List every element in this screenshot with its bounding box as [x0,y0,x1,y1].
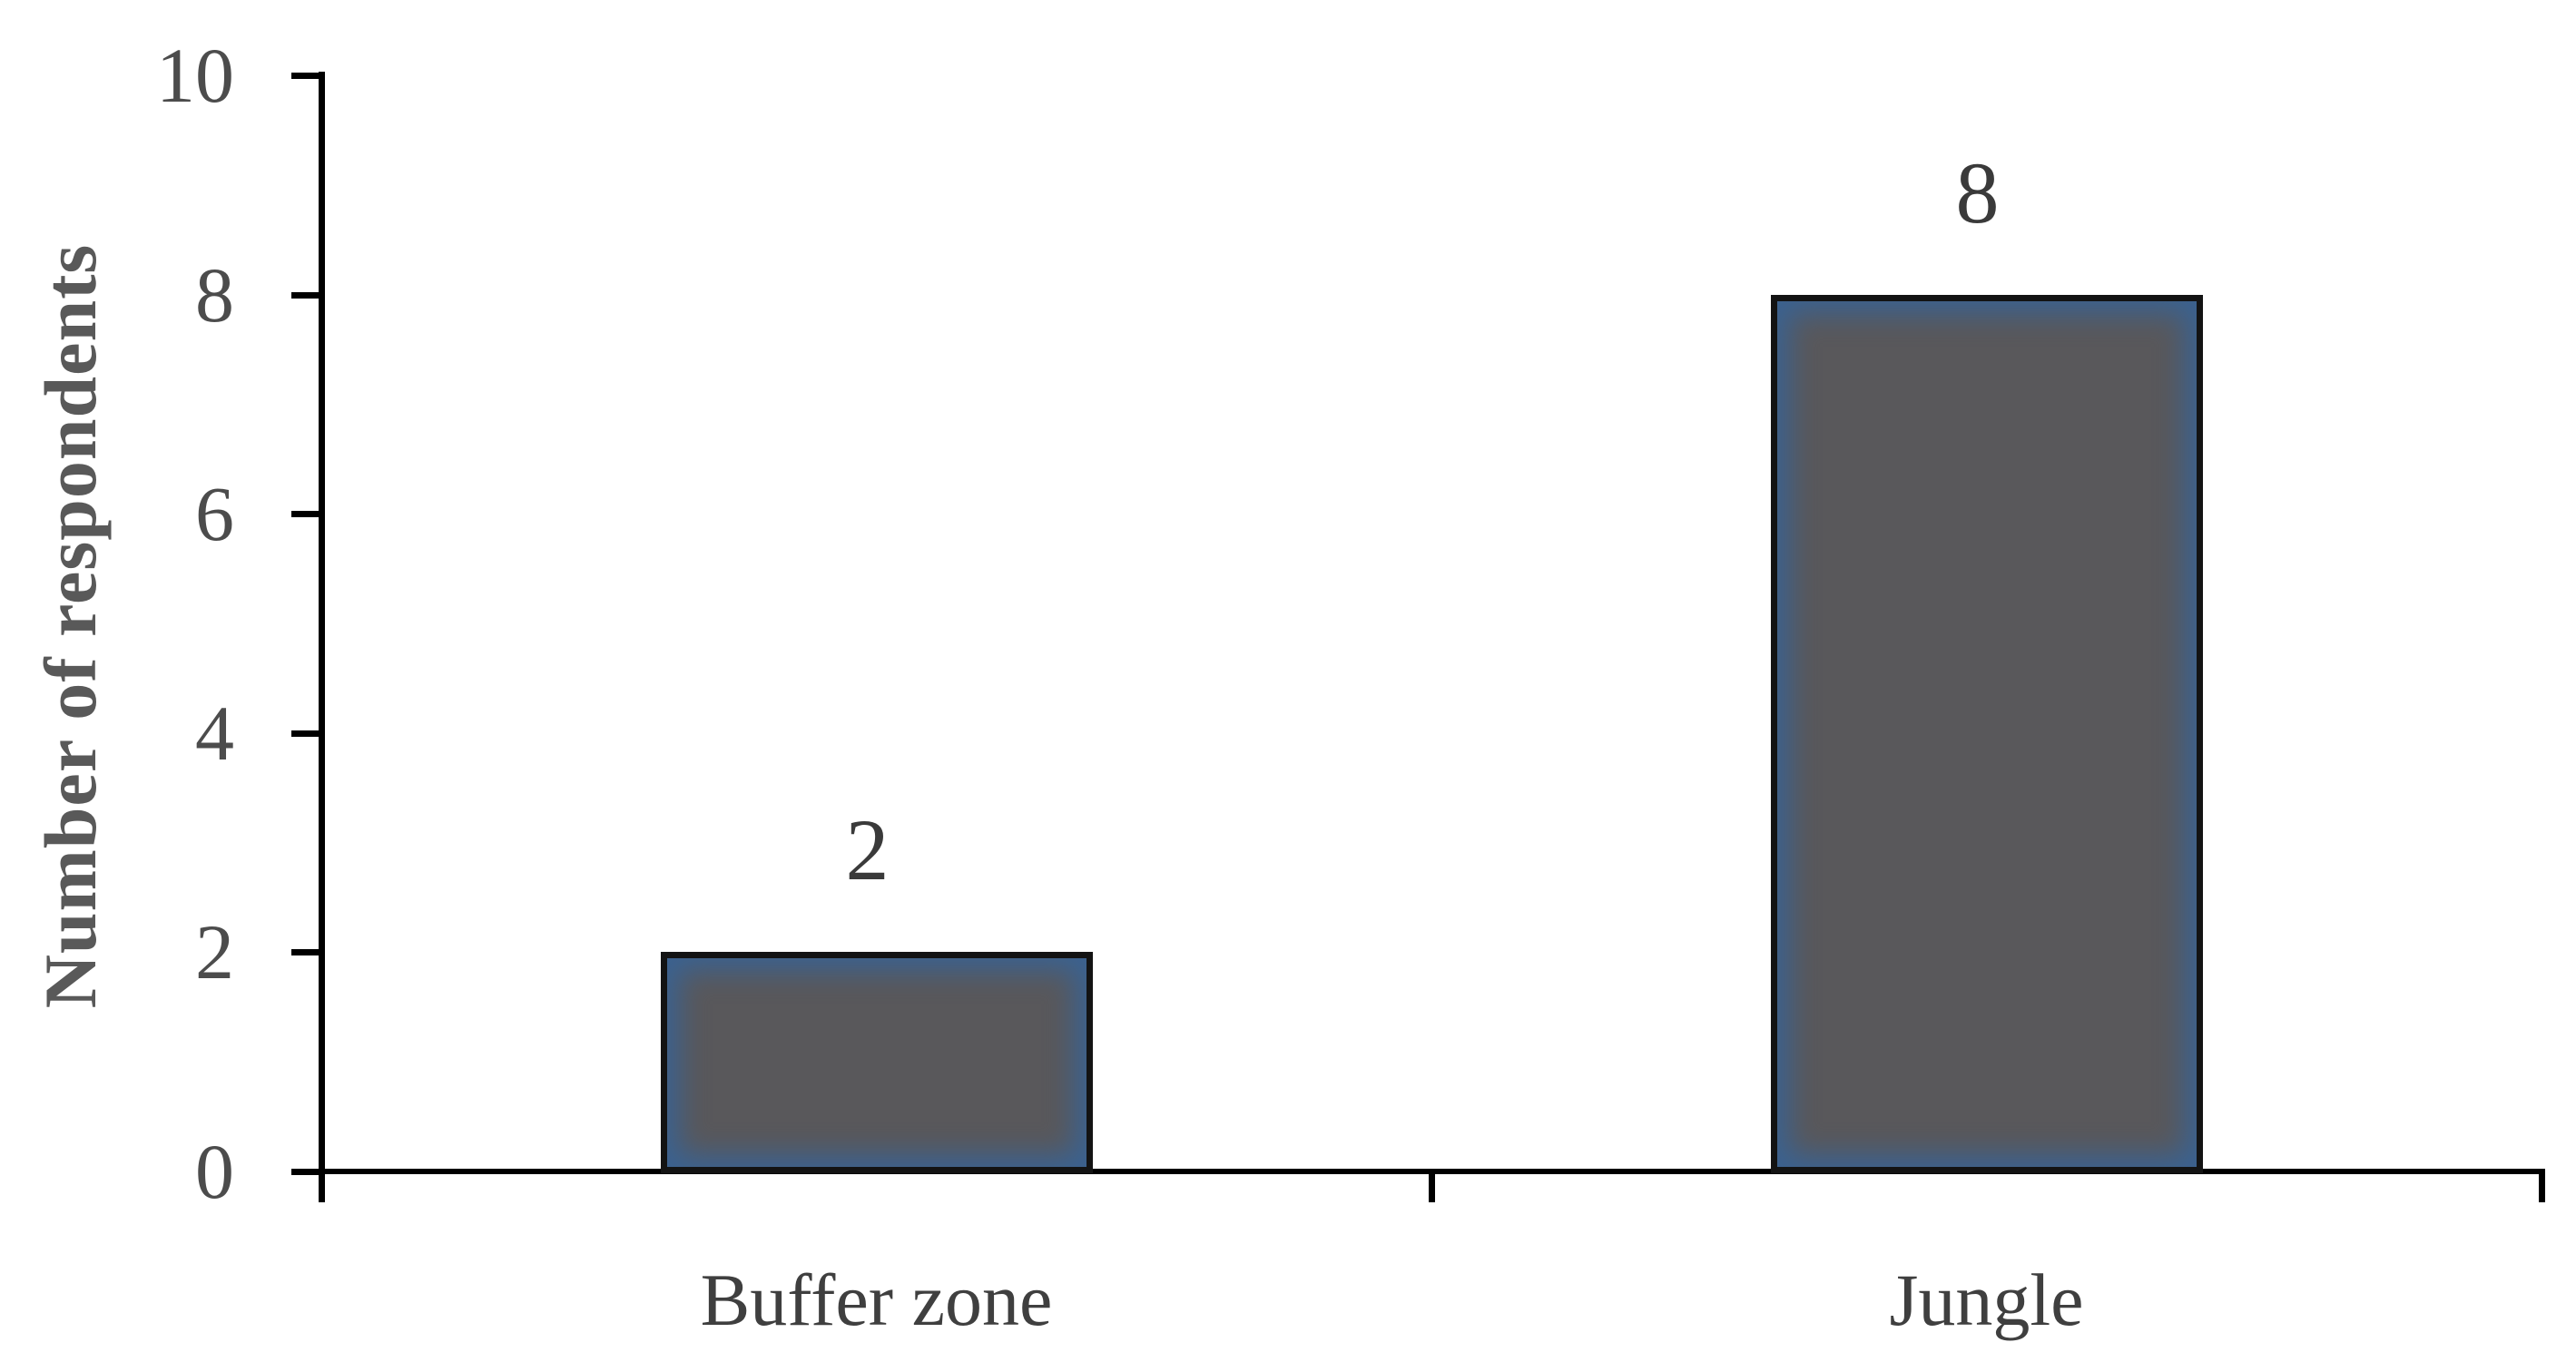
y-tick-label: 4 [195,689,234,777]
y-tick-mark [291,73,321,79]
y-tick-mark [291,291,321,299]
y-tick-label: 2 [195,908,234,996]
bar-value-label: 2 [845,801,890,899]
y-tick-label: 0 [195,1128,234,1215]
y-tick-label: 8 [195,250,234,338]
y-tick-mark [291,730,321,737]
y-tick-mark [291,511,321,518]
y-tick-mark [291,1169,321,1175]
y-tick-label: 6 [195,470,234,558]
x-tick-mark [1429,1171,1435,1202]
y-axis-title: Number of respondents [29,243,112,1009]
y-tick-mark [291,949,321,956]
x-category-label: Buffer zone [700,1259,1053,1341]
x-tick-mark [2539,1171,2545,1202]
bar-buffer-zone [660,952,1093,1173]
x-category-label: Jungle [1889,1259,2084,1341]
y-tick-label: 10 [156,32,234,119]
bar-value-label: 8 [1955,143,2000,241]
bar-jungle [1770,294,2203,1173]
y-axis-line [319,72,325,1174]
x-tick-mark [319,1171,325,1202]
